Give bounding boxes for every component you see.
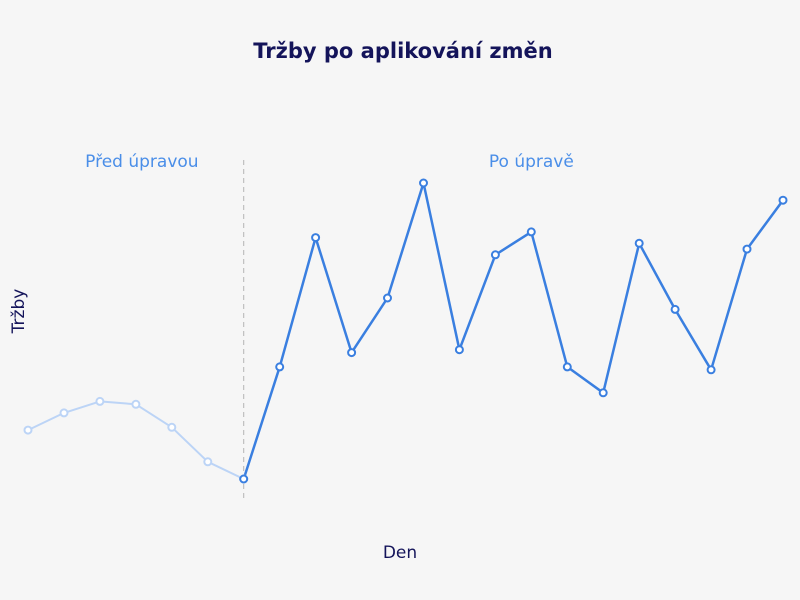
after-point-18 [634,238,644,248]
after-point-16 [562,362,572,372]
before-point-2 [59,408,69,418]
region-label-before: Před úpravou [85,152,198,172]
before-point-3 [95,396,105,406]
after-point-14 [490,250,500,260]
points-after-group [239,178,788,484]
before-point-1 [23,425,33,435]
after-point-22 [778,195,788,205]
before-point-4 [131,399,141,409]
before-point-6 [203,457,213,467]
x-axis-label: Den [383,543,417,563]
after-point-20 [706,365,716,375]
region-label-after: Po úpravě [489,152,574,172]
after-point-9 [311,233,321,243]
after-point-13 [454,345,464,355]
after-point-12 [419,178,428,188]
y-axis-label: Tržby [9,289,29,335]
after-point-17 [598,388,608,398]
after-point-15 [526,227,536,237]
after-point-10 [347,348,357,358]
series-line-after [242,181,785,481]
before-point-5 [167,422,177,432]
after-point-7 [239,474,249,484]
points-before-group [23,396,249,484]
after-point-11 [383,293,392,303]
after-point-19 [670,304,680,314]
after-point-8 [275,362,285,372]
after-point-21 [742,244,752,254]
chart-title: Tržby po aplikování změn [253,39,552,63]
